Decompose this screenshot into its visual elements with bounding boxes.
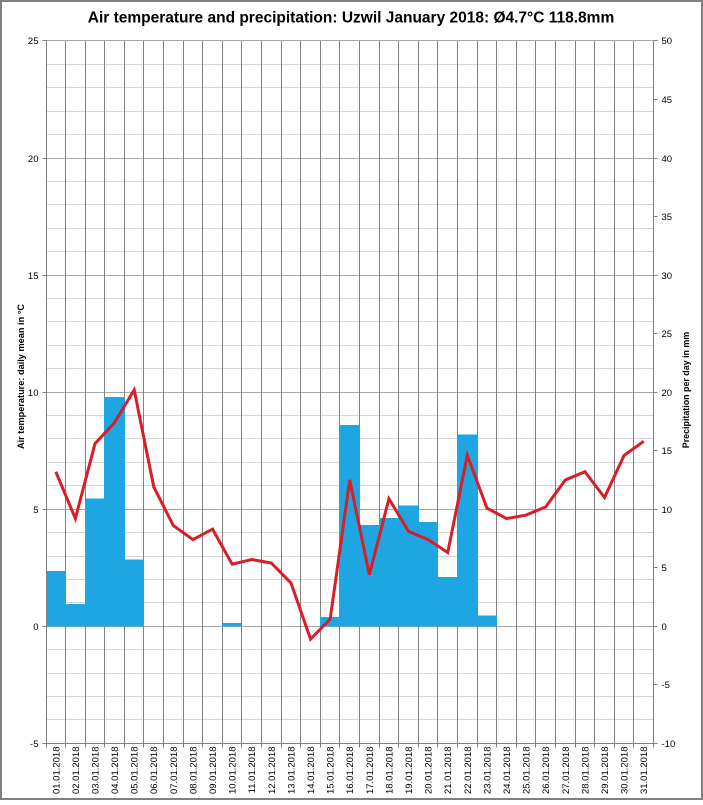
svg-text:Air temperature and precipitat: Air temperature and precipitation: Uzwil… <box>88 10 615 27</box>
svg-text:20: 20 <box>662 388 673 399</box>
svg-text:Air temperature: daily mean in: Air temperature: daily mean in °C <box>16 304 26 449</box>
svg-text:28.01.2018: 28.01.2018 <box>580 747 591 795</box>
svg-text:-5: -5 <box>30 739 38 750</box>
svg-text:26.01.2018: 26.01.2018 <box>541 747 552 795</box>
svg-text:04.01.2018: 04.01.2018 <box>110 747 121 795</box>
svg-text:0: 0 <box>662 622 667 633</box>
svg-text:16.01.2018: 16.01.2018 <box>345 747 356 795</box>
svg-text:31.01.2018: 31.01.2018 <box>639 747 650 795</box>
svg-text:30.01.2018: 30.01.2018 <box>619 747 630 795</box>
svg-text:18.01.2018: 18.01.2018 <box>384 747 395 795</box>
svg-text:02.01.2018: 02.01.2018 <box>71 747 82 795</box>
svg-text:22.01.2018: 22.01.2018 <box>463 747 474 795</box>
svg-text:07.01.2018: 07.01.2018 <box>169 747 180 795</box>
svg-text:09.01.2018: 09.01.2018 <box>208 747 219 795</box>
svg-text:35: 35 <box>662 212 673 223</box>
svg-text:17.01.2018: 17.01.2018 <box>365 747 376 795</box>
svg-text:25: 25 <box>662 329 673 340</box>
svg-text:03.01.2018: 03.01.2018 <box>90 747 101 795</box>
svg-text:01.01.2018: 01.01.2018 <box>51 747 62 795</box>
svg-text:-10: -10 <box>662 739 676 750</box>
svg-text:45: 45 <box>662 95 673 106</box>
svg-text:20: 20 <box>28 154 39 165</box>
svg-text:0: 0 <box>33 622 38 633</box>
svg-text:11.01.2018: 11.01.2018 <box>247 747 258 794</box>
svg-text:30: 30 <box>662 271 673 282</box>
svg-text:15: 15 <box>28 271 39 282</box>
svg-text:05.01.2018: 05.01.2018 <box>129 747 140 795</box>
svg-text:12.01.2018: 12.01.2018 <box>267 747 278 795</box>
svg-text:10: 10 <box>28 388 39 399</box>
svg-text:13.01.2018: 13.01.2018 <box>286 747 297 795</box>
svg-text:40: 40 <box>662 154 673 165</box>
svg-text:29.01.2018: 29.01.2018 <box>600 747 611 795</box>
svg-text:21.01.2018: 21.01.2018 <box>443 747 454 795</box>
svg-text:06.01.2018: 06.01.2018 <box>149 747 160 795</box>
svg-text:5: 5 <box>662 563 667 574</box>
svg-text:50: 50 <box>662 36 673 47</box>
svg-text:5: 5 <box>33 505 38 516</box>
svg-text:15: 15 <box>662 446 673 457</box>
svg-text:08.01.2018: 08.01.2018 <box>188 747 199 795</box>
svg-text:25.01.2018: 25.01.2018 <box>521 747 532 795</box>
svg-text:23.01.2018: 23.01.2018 <box>482 747 493 795</box>
svg-text:24.01.2018: 24.01.2018 <box>502 747 513 795</box>
svg-text:25: 25 <box>28 36 39 47</box>
svg-text:20.01.2018: 20.01.2018 <box>423 747 434 795</box>
svg-text:15.01.2018: 15.01.2018 <box>325 747 336 795</box>
svg-text:19.01.2018: 19.01.2018 <box>404 747 415 795</box>
svg-text:27.01.2018: 27.01.2018 <box>561 747 572 795</box>
svg-text:-5: -5 <box>662 680 670 691</box>
svg-text:14.01.2018: 14.01.2018 <box>306 747 317 795</box>
svg-text:Precipitation per day in mm: Precipitation per day in mm <box>681 332 691 448</box>
svg-text:10: 10 <box>662 505 673 516</box>
svg-text:10.01.2018: 10.01.2018 <box>227 747 238 795</box>
